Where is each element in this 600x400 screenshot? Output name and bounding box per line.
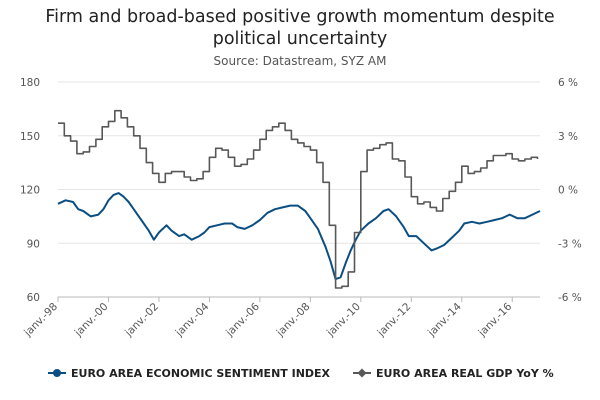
legend-sentiment-marker <box>53 369 61 377</box>
chart-subtitle: Source: Datastream, SYZ AM <box>213 54 387 68</box>
x-tick-label: janv.-16 <box>476 300 515 339</box>
chart-title-line-1: Firm and broad-based positive growth mom… <box>45 7 555 27</box>
chart-title-line-2: political uncertainty <box>212 29 388 49</box>
y-right-tick-label: 0 % <box>558 185 578 197</box>
sentiment-index-line <box>57 192 541 281</box>
x-tick-label: janv.-10 <box>324 301 363 340</box>
legend-gdp-marker <box>357 368 367 378</box>
x-tick-label: janv.-08 <box>274 301 313 340</box>
x-tick-label: janv.-02 <box>122 301 161 340</box>
x-tick-label: janv.-98 <box>21 301 60 340</box>
y-right-tick-label: -3 % <box>558 238 582 250</box>
y-left-tick-label: 90 <box>27 238 40 250</box>
y-right-tick-label: 3 % <box>558 131 578 143</box>
y-left-tick-label: 120 <box>20 185 40 197</box>
y-right-tick-label: -6 % <box>558 292 582 304</box>
y-left-tick-label: 180 <box>20 77 40 89</box>
x-tick-label: janv.-14 <box>425 300 464 339</box>
y-left-tick-label: 150 <box>20 131 40 143</box>
y-left-tick-label: 60 <box>27 292 40 304</box>
x-tick-label: janv.-06 <box>223 300 262 339</box>
x-tick-label: janv.-00 <box>72 301 111 340</box>
x-tick-label: janv.-04 <box>173 300 212 339</box>
x-tick-label: janv.-12 <box>375 301 414 340</box>
chart-title: Firm and broad-based positive growth mom… <box>0 6 600 50</box>
legend-gdp-label: EURO AREA REAL GDP YoY % <box>376 367 554 380</box>
gdp-yoy-line <box>58 109 539 289</box>
legend-sentiment-label: EURO AREA ECONOMIC SENTIMENT INDEX <box>71 367 331 380</box>
y-right-tick-label: 6 % <box>558 77 578 89</box>
